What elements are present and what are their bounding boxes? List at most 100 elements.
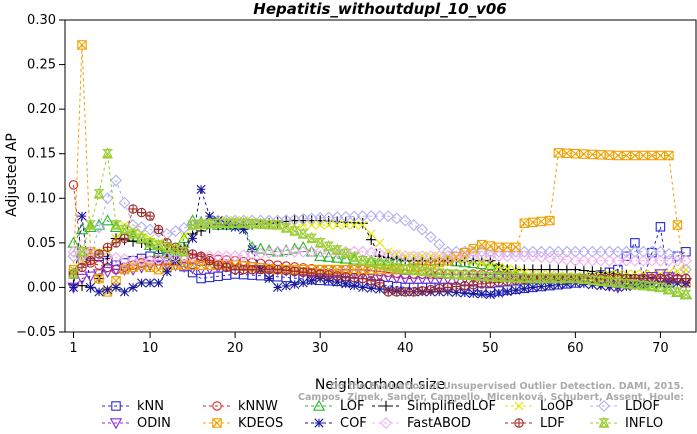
data-point-loop bbox=[341, 220, 351, 230]
data-point-ldof bbox=[178, 222, 191, 234]
data-point-cof bbox=[119, 287, 130, 297]
data-point-inflo bbox=[93, 187, 105, 199]
data-point-fastabod bbox=[288, 245, 301, 258]
legend-item-ldof: LDOF bbox=[590, 399, 660, 414]
data-point-inflo bbox=[637, 279, 649, 291]
data-point-inflo bbox=[425, 265, 437, 278]
plot-series bbox=[67, 40, 693, 300]
y-tick-label: 0.20 bbox=[27, 102, 56, 117]
data-point-cof bbox=[264, 273, 274, 284]
data-point-inflo bbox=[416, 264, 428, 277]
data-point-inflo bbox=[127, 227, 139, 239]
data-point-ldof bbox=[356, 210, 369, 223]
data-point-loop bbox=[315, 220, 325, 230]
data-point-inflo bbox=[161, 240, 173, 253]
data-point-kdeos bbox=[153, 264, 164, 275]
data-point-ldof bbox=[169, 224, 182, 237]
data-point-inflo bbox=[263, 218, 275, 230]
data-point-fastabod bbox=[407, 250, 420, 263]
x-tick-label: 30 bbox=[312, 341, 329, 356]
data-point-ldf bbox=[349, 272, 359, 283]
legend-label: LDF bbox=[540, 416, 565, 431]
data-point-fastabod bbox=[594, 254, 607, 267]
data-point-fastabod bbox=[467, 250, 480, 263]
data-point-inflo bbox=[255, 217, 267, 229]
credit-line-1: Campos, Zimek, Sander, Campello, Micenko… bbox=[298, 392, 684, 403]
data-point-ldf bbox=[400, 287, 410, 297]
data-point-inflo bbox=[178, 245, 190, 257]
data-point-cof bbox=[468, 288, 478, 299]
legend-item-odin: ODIN bbox=[102, 416, 171, 431]
data-point-fastabod bbox=[526, 250, 539, 263]
data-point-ldof bbox=[671, 250, 684, 263]
legend-label: LDOF bbox=[625, 399, 660, 414]
data-point-cof bbox=[349, 281, 359, 291]
data-point-fastabod bbox=[603, 254, 616, 267]
data-point-ldof bbox=[586, 245, 599, 258]
series-inflo bbox=[67, 147, 692, 300]
legend-label: COF bbox=[340, 416, 367, 431]
data-point-inflo bbox=[246, 217, 258, 229]
data-point-ldof bbox=[322, 211, 335, 224]
legend-item-lof: LOF bbox=[305, 399, 365, 414]
data-point-ldf bbox=[357, 273, 368, 284]
data-point-ldf bbox=[460, 280, 470, 291]
data-point-cof bbox=[222, 220, 232, 230]
data-point-ldf bbox=[468, 280, 479, 290]
data-point-inflo bbox=[535, 272, 547, 284]
plot-frame bbox=[64, 19, 697, 333]
legend-marker bbox=[212, 418, 222, 428]
data-point-fastabod bbox=[662, 254, 675, 267]
data-point-fastabod bbox=[475, 250, 488, 263]
data-point-ldof bbox=[577, 245, 590, 258]
data-point-fastabod bbox=[127, 254, 140, 267]
data-point-ldf bbox=[102, 242, 113, 253]
data-point-fastabod bbox=[101, 250, 114, 263]
data-point-ldof bbox=[526, 245, 539, 258]
data-point-lof bbox=[152, 245, 165, 257]
x-tick-label: 50 bbox=[482, 341, 499, 356]
data-point-lof bbox=[75, 223, 89, 235]
legend-label: INFLO bbox=[625, 416, 663, 431]
data-point-inflo bbox=[518, 271, 530, 283]
data-point-fastabod bbox=[314, 245, 327, 258]
data-point-inflo bbox=[221, 216, 233, 228]
axes: 1 10 20 30 40 50 60 70 −0.05 0.00 0.05 0.10 0.15 0.20… bbox=[16, 13, 697, 356]
data-point-cof bbox=[519, 284, 529, 294]
data-point-inflo bbox=[569, 272, 581, 284]
y-tick-label: 0.15 bbox=[27, 147, 56, 162]
data-point-inflo bbox=[280, 221, 292, 233]
data-point-cof bbox=[273, 282, 283, 293]
data-point-fastabod bbox=[416, 250, 429, 263]
legend-item-simplifiedlof: SimplifiedLOF bbox=[372, 399, 496, 414]
data-point-ldof bbox=[424, 230, 437, 243]
data-point-kdeos bbox=[672, 220, 683, 230]
data-point-fastabod bbox=[110, 251, 123, 264]
data-point-ldf bbox=[374, 278, 385, 288]
data-point-odin bbox=[365, 270, 378, 282]
data-point-loop bbox=[179, 231, 189, 241]
data-point-fastabod bbox=[560, 253, 573, 266]
data-point-ldf bbox=[306, 268, 317, 278]
data-point-inflo bbox=[289, 224, 301, 236]
data-point-inflo bbox=[544, 272, 556, 284]
data-point-fastabod bbox=[654, 254, 667, 267]
data-point-inflo bbox=[408, 264, 420, 276]
x-tick-label: 60 bbox=[567, 341, 584, 356]
legend-item-fastabod: FastABOD bbox=[372, 416, 471, 431]
data-point-fastabod bbox=[645, 254, 658, 267]
data-point-fastabod bbox=[509, 250, 522, 263]
data-point-fastabod bbox=[399, 250, 412, 263]
data-point-cof bbox=[68, 282, 79, 293]
data-point-odin bbox=[143, 260, 157, 272]
legend-marker bbox=[380, 400, 392, 412]
data-point-odin bbox=[186, 263, 199, 275]
data-point-cof bbox=[485, 289, 495, 300]
data-point-loop bbox=[502, 264, 512, 274]
data-point-cof bbox=[213, 215, 223, 226]
legend-marker bbox=[514, 401, 524, 411]
data-point-ldf bbox=[664, 273, 674, 284]
data-point-loop bbox=[324, 220, 334, 230]
series-line-ldof bbox=[73, 179, 687, 270]
